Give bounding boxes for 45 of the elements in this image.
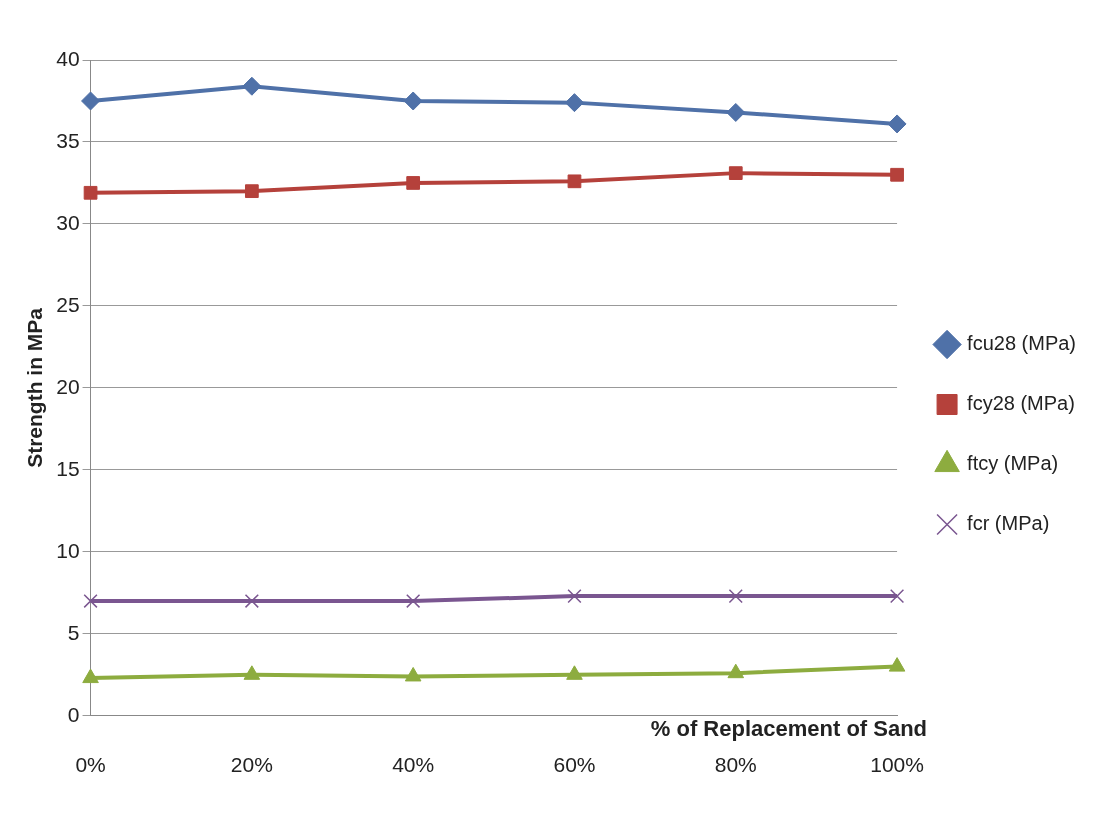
point (887, 114, 907, 134)
y-tick-label: 35 (56, 128, 80, 152)
point (242, 76, 262, 96)
point (726, 102, 746, 122)
point (406, 176, 421, 190)
y-tick-label: 15 (56, 456, 80, 480)
point (244, 593, 259, 609)
point (566, 665, 583, 680)
point (81, 91, 101, 111)
point (728, 166, 743, 180)
y-tick-label: 30 (56, 210, 80, 234)
legend-label: ftcy (MPa) (967, 452, 1059, 475)
legend-label: fcu28 (MPa) (967, 332, 1077, 355)
point (245, 184, 259, 199)
point (888, 657, 906, 672)
point (890, 167, 904, 182)
point (728, 589, 743, 604)
y-tick-label: 40 (56, 46, 80, 70)
point (406, 593, 421, 609)
x-tick-label: 40% (392, 753, 435, 777)
x-tick-label: 0% (75, 753, 106, 777)
legend-label: fcr (MPa) (967, 512, 1050, 535)
y-tick-label: 20 (56, 374, 80, 398)
point (83, 593, 98, 609)
point (889, 589, 905, 604)
point (564, 93, 584, 113)
y-tick-label: 10 (56, 538, 80, 562)
y-tick-label: 25 (56, 292, 80, 316)
x-tick-label: 80% (714, 753, 757, 777)
point (243, 665, 261, 680)
x-axis-title: % of Replacement of Sand (650, 715, 928, 741)
y-axis-title: Strength in MPa (23, 307, 47, 468)
y-tick-label: 0 (67, 702, 80, 726)
point (404, 666, 422, 682)
point (567, 589, 582, 604)
point (83, 185, 98, 200)
point (82, 668, 99, 684)
x-tick-label: 60% (553, 753, 596, 777)
y-tick-label: 5 (67, 620, 80, 644)
point (403, 91, 423, 111)
x-tick-label: 100% (870, 753, 924, 777)
x-tick-label: 20% (230, 753, 273, 777)
legend-label: fcy28 (MPa) (967, 392, 1075, 415)
point (727, 663, 745, 679)
point (567, 174, 582, 189)
